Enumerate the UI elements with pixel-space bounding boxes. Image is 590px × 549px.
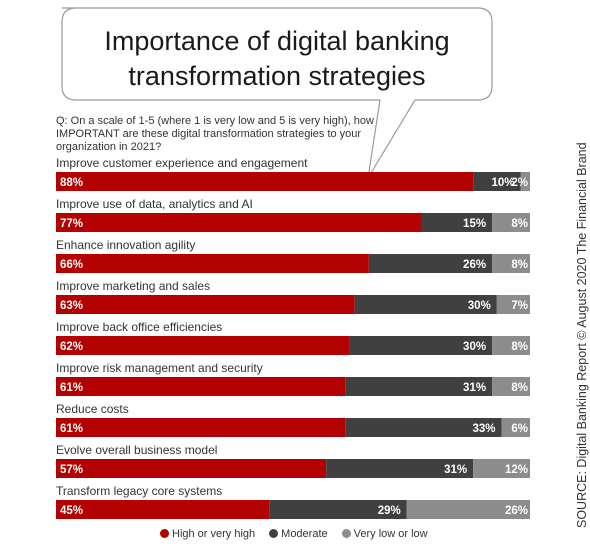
bar-segment bbox=[492, 336, 530, 355]
bar-segment bbox=[492, 213, 530, 232]
data-label: 30% bbox=[463, 341, 486, 353]
data-label: 88% bbox=[60, 177, 83, 189]
bar-segment bbox=[354, 295, 497, 314]
data-label: 8% bbox=[511, 218, 528, 230]
legend-item-low: Very low or low bbox=[341, 528, 428, 540]
data-label: 33% bbox=[473, 423, 496, 435]
chart-title: Importance of digital banking transforma… bbox=[104, 26, 450, 91]
bar-segment bbox=[56, 213, 421, 232]
data-label: 15% bbox=[463, 218, 486, 230]
bar-segment bbox=[420, 213, 493, 232]
data-label: 26% bbox=[505, 505, 528, 517]
data-label: 31% bbox=[463, 382, 486, 394]
data-label: 7% bbox=[511, 300, 528, 312]
bar-segment bbox=[492, 377, 530, 396]
data-label: 8% bbox=[511, 382, 528, 394]
category-label: Improve use of data, analytics and AI bbox=[56, 197, 253, 211]
category-label: Transform legacy core systems bbox=[56, 484, 222, 498]
legend-item-moderate: Moderate bbox=[269, 528, 328, 540]
data-label: 45% bbox=[60, 505, 83, 517]
data-label: 12% bbox=[505, 464, 528, 476]
bar-segment bbox=[406, 500, 530, 519]
source-note: SOURCE: Digital Banking Report © August … bbox=[575, 142, 589, 528]
bar-segment bbox=[496, 295, 530, 314]
bar-segment bbox=[56, 418, 346, 437]
data-label: 61% bbox=[60, 382, 83, 394]
bar-segment bbox=[56, 254, 369, 273]
data-label: 57% bbox=[60, 464, 83, 476]
bar-segment bbox=[269, 500, 407, 519]
data-label: 8% bbox=[511, 259, 528, 271]
bar-segment bbox=[56, 459, 327, 478]
data-label: 29% bbox=[378, 505, 401, 517]
bar-segment bbox=[56, 377, 346, 396]
bar-segment bbox=[345, 418, 502, 437]
bar-segment bbox=[56, 172, 474, 191]
data-label: 31% bbox=[444, 464, 467, 476]
data-label: 63% bbox=[60, 300, 83, 312]
legend-dot-high bbox=[160, 529, 169, 538]
category-label: Improve marketing and sales bbox=[56, 279, 210, 293]
data-label: 66% bbox=[60, 259, 83, 271]
legend-dot-moderate bbox=[269, 529, 279, 538]
bar-segment bbox=[349, 336, 493, 355]
legend-label-low: Very low or low bbox=[353, 528, 428, 540]
bar-segment bbox=[56, 336, 350, 355]
bar-segment bbox=[501, 418, 530, 437]
bar-segment bbox=[368, 254, 493, 273]
data-label: 77% bbox=[60, 218, 83, 230]
bar-segment bbox=[520, 172, 530, 191]
data-label: 10% bbox=[491, 177, 514, 189]
bar-segment bbox=[56, 295, 355, 314]
data-label: 26% bbox=[463, 259, 486, 271]
bar-segment bbox=[473, 172, 521, 191]
data-label: 30% bbox=[468, 300, 491, 312]
bar-segment bbox=[492, 254, 530, 273]
legend-label-moderate: Moderate bbox=[281, 528, 328, 540]
bar-segment bbox=[345, 377, 493, 396]
legend-dot-low bbox=[341, 529, 351, 538]
category-label: Reduce costs bbox=[56, 402, 129, 416]
legend: High or very high Moderate Very low or low bbox=[160, 528, 460, 540]
category-label: Evolve overall business model bbox=[56, 443, 217, 457]
data-label: 62% bbox=[60, 341, 83, 353]
category-label: Improve risk management and security bbox=[56, 361, 263, 375]
legend-item-high: High or very high bbox=[160, 528, 255, 540]
bar-segment bbox=[56, 500, 270, 519]
legend-label-high: High or very high bbox=[172, 528, 256, 540]
data-label: 61% bbox=[60, 423, 83, 435]
category-label: Enhance innovation agility bbox=[56, 238, 195, 252]
data-label: 8% bbox=[511, 341, 528, 353]
category-label: Improve back office efficiencies bbox=[56, 320, 222, 334]
data-label: 2% bbox=[511, 177, 528, 189]
bar-segment bbox=[326, 459, 474, 478]
category-label: Improve customer experience and engageme… bbox=[56, 156, 308, 170]
bar-segment bbox=[473, 459, 530, 478]
data-label: 6% bbox=[511, 423, 528, 435]
survey-question: Q: On a scale of 1-5 (where 1 is very lo… bbox=[56, 115, 374, 153]
